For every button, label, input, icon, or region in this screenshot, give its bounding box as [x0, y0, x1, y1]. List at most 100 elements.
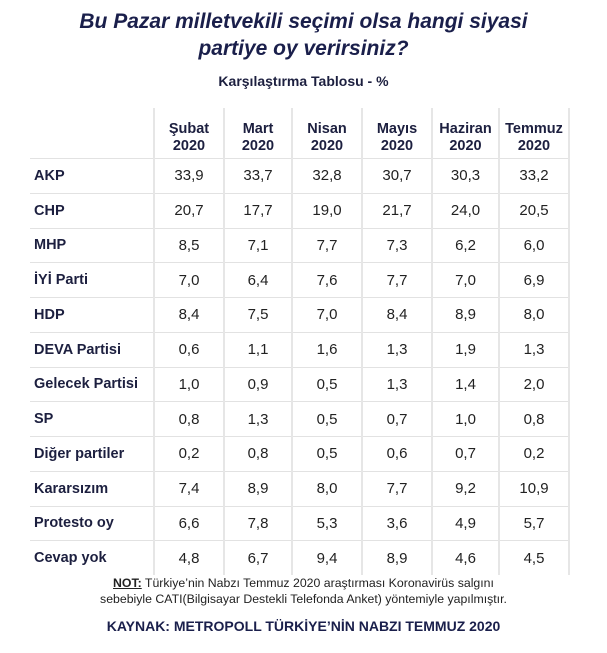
column-header: Şubat 2020	[153, 108, 224, 159]
row-label: CHP	[30, 192, 154, 228]
value-cell: 1,1	[223, 331, 292, 367]
value-cell: 20,7	[153, 192, 224, 228]
value-cell: 4,9	[431, 505, 499, 541]
column-month: Şubat	[168, 121, 210, 137]
value-cell: 0,8	[498, 401, 570, 437]
column-year: 2020	[449, 138, 482, 154]
table-row: Kararsızım 7,4 8,9 8,0 7,7 9,2 10,9	[30, 470, 570, 506]
column-year: 2020	[310, 138, 344, 154]
table-row: DEVA Partisi 0,6 1,1 1,6 1,3 1,9 1,3	[30, 331, 570, 367]
value-cell: 1,3	[223, 401, 292, 437]
title-line-2: partiye oy verirsiniz?	[198, 37, 409, 60]
column-month: Mayıs	[376, 121, 418, 137]
value-cell: 1,0	[431, 401, 499, 437]
row-label: Cevap yok	[30, 540, 154, 575]
value-cell: 1,3	[361, 366, 432, 402]
value-cell: 0,2	[498, 436, 570, 472]
note-label: NOT:	[113, 576, 142, 590]
value-cell: 33,2	[498, 158, 570, 194]
value-cell: 1,4	[431, 366, 499, 402]
table-body: AKP 33,9 33,7 32,8 30,7 30,3 33,2 CHP 20,7 17,7 19…	[30, 158, 570, 575]
row-label: HDP	[30, 297, 154, 333]
value-cell: 8,0	[291, 470, 362, 506]
value-cell: 8,9	[431, 297, 499, 333]
table-row: SP 0,8 1,3 0,5 0,7 1,0 0,8	[30, 401, 570, 437]
table-row: HDP 8,4 7,5 7,0 8,4 8,9 8,0	[30, 297, 570, 333]
value-cell: 20,5	[498, 192, 570, 228]
row-label: Diğer partiler	[30, 436, 154, 472]
value-cell: 0,5	[291, 436, 362, 472]
value-cell: 0,7	[361, 401, 432, 437]
value-cell: 24,0	[431, 192, 499, 228]
source-label: KAYNAK: METROPOLL TÜRKİYE’NİN NABZI TEMM…	[106, 618, 501, 634]
value-cell: 17,7	[223, 192, 292, 228]
column-month: Mart	[242, 121, 274, 137]
value-cell: 7,0	[291, 297, 362, 333]
value-cell: 9,2	[431, 470, 499, 506]
value-cell: 8,4	[361, 297, 432, 333]
value-cell: 8,5	[153, 227, 224, 263]
value-cell: 33,9	[153, 158, 224, 194]
value-cell: 8,9	[223, 470, 292, 506]
column-year: 2020	[380, 138, 414, 154]
column-header: Temmuz 2020	[498, 108, 570, 159]
value-cell: 0,2	[153, 436, 224, 472]
value-cell: 6,0	[498, 227, 570, 263]
value-cell: 4,8	[153, 540, 224, 575]
value-cell: 9,4	[291, 540, 362, 575]
value-cell: 0,6	[361, 436, 432, 472]
column-month: Nisan	[307, 121, 347, 137]
value-cell: 0,6	[153, 331, 224, 367]
table-subtitle: Karşılaştırma Tablosu - %	[218, 73, 389, 89]
value-cell: 4,5	[498, 540, 570, 575]
value-cell: 33,7	[223, 158, 292, 194]
value-cell: 3,6	[361, 505, 432, 541]
row-label: SP	[30, 401, 154, 437]
value-cell: 0,8	[153, 401, 224, 437]
table-row: MHP 8,5 7,1 7,7 7,3 6,2 6,0	[30, 227, 570, 263]
value-cell: 2,0	[498, 366, 570, 402]
table-row: Gelecek Partisi 1,0 0,9 0,5 1,3 1,4 2,0	[30, 366, 570, 402]
column-month: Haziran	[439, 121, 492, 137]
value-cell: 7,4	[153, 470, 224, 506]
value-cell: 1,3	[361, 331, 432, 367]
comparison-table: Şubat 2020 Mart 2020 Nisan 2020 Mayıs 2020 Hazir…	[30, 108, 570, 575]
value-cell: 10,9	[498, 470, 570, 506]
table-row: Protesto oy 6,6 7,8 5,3 3,6 4,9 5,7	[30, 505, 570, 541]
table-row: AKP 33,9 33,7 32,8 30,7 30,3 33,2	[30, 158, 570, 194]
value-cell: 4,6	[431, 540, 499, 575]
value-cell: 7,5	[223, 297, 292, 333]
value-cell: 32,8	[291, 158, 362, 194]
table-row: Cevap yok 4,8 6,7 9,4 8,9 4,6 4,5	[30, 540, 570, 575]
value-cell: 6,2	[431, 227, 499, 263]
column-header: Nisan 2020	[291, 108, 362, 159]
value-cell: 7,0	[431, 262, 499, 298]
value-cell: 8,0	[498, 297, 570, 333]
value-cell: 7,6	[291, 262, 362, 298]
row-label: MHP	[30, 227, 154, 263]
note-line-1: Türkiye’nin Nabzı Temmuz 2020 araştırmas…	[141, 576, 494, 590]
value-cell: 19,0	[291, 192, 362, 228]
value-cell: 7,8	[223, 505, 292, 541]
value-cell: 8,4	[153, 297, 224, 333]
title-line-1: Bu Pazar milletvekili seçimi olsa hangi …	[79, 10, 528, 33]
value-cell: 6,6	[153, 505, 224, 541]
value-cell: 0,7	[431, 436, 499, 472]
value-cell: 0,5	[291, 366, 362, 402]
column-year: 2020	[517, 138, 551, 154]
row-label: Protesto oy	[30, 505, 154, 541]
value-cell: 0,5	[291, 401, 362, 437]
row-label: DEVA Partisi	[30, 331, 154, 367]
column-header: Haziran 2020	[431, 108, 499, 159]
table-row: CHP 20,7 17,7 19,0 21,7 24,0 20,5	[30, 192, 570, 228]
row-label: Gelecek Partisi	[30, 366, 154, 402]
value-cell: 0,9	[223, 366, 292, 402]
value-cell: 7,1	[223, 227, 292, 263]
column-month: Temmuz	[505, 121, 563, 137]
value-cell: 1,9	[431, 331, 499, 367]
row-label: AKP	[30, 158, 154, 194]
value-cell: 7,7	[361, 470, 432, 506]
value-cell: 1,0	[153, 366, 224, 402]
column-header: Mayıs 2020	[361, 108, 432, 159]
